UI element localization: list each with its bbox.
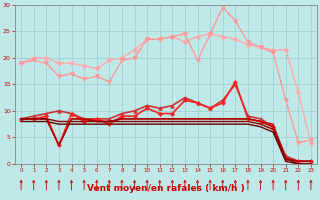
X-axis label: Vent moyen/en rafales ( km/h ): Vent moyen/en rafales ( km/h ) — [87, 184, 245, 193]
